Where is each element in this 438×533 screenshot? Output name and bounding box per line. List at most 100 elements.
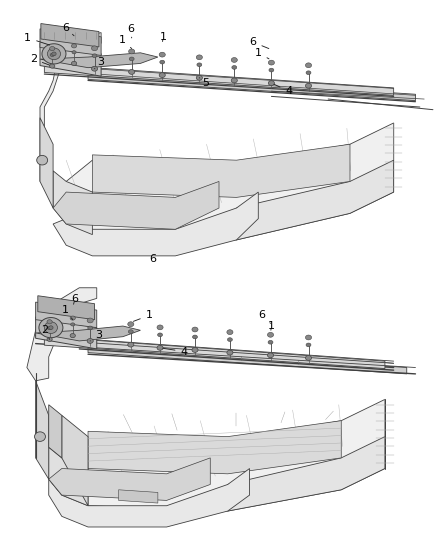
Text: 3: 3 xyxy=(90,329,102,341)
Polygon shape xyxy=(35,317,97,349)
Polygon shape xyxy=(53,171,92,235)
Polygon shape xyxy=(49,447,88,506)
Text: 1: 1 xyxy=(134,310,152,321)
Ellipse shape xyxy=(305,356,311,360)
Text: 1: 1 xyxy=(62,305,73,320)
Ellipse shape xyxy=(129,49,135,54)
Polygon shape xyxy=(35,302,97,328)
Ellipse shape xyxy=(47,48,60,60)
Ellipse shape xyxy=(92,46,98,51)
Ellipse shape xyxy=(305,83,311,88)
Ellipse shape xyxy=(160,60,165,64)
Ellipse shape xyxy=(305,63,311,68)
Ellipse shape xyxy=(159,52,165,57)
Polygon shape xyxy=(49,405,62,458)
Polygon shape xyxy=(41,23,99,47)
Text: 4: 4 xyxy=(274,84,293,96)
Polygon shape xyxy=(49,458,210,500)
Ellipse shape xyxy=(49,46,55,51)
Ellipse shape xyxy=(44,322,57,334)
Ellipse shape xyxy=(231,58,237,62)
Ellipse shape xyxy=(197,63,202,67)
Text: 6: 6 xyxy=(71,294,78,304)
Ellipse shape xyxy=(269,68,274,72)
Ellipse shape xyxy=(128,322,134,327)
Ellipse shape xyxy=(268,341,273,344)
Polygon shape xyxy=(62,415,88,506)
Ellipse shape xyxy=(50,53,54,56)
Text: 6: 6 xyxy=(149,254,156,263)
Text: 4: 4 xyxy=(163,346,187,357)
Ellipse shape xyxy=(128,342,134,347)
Ellipse shape xyxy=(42,44,66,64)
Ellipse shape xyxy=(39,318,63,338)
Text: 6: 6 xyxy=(63,23,74,36)
Polygon shape xyxy=(40,43,101,76)
Polygon shape xyxy=(35,381,49,479)
Ellipse shape xyxy=(129,57,134,61)
Text: 5: 5 xyxy=(199,78,209,87)
Ellipse shape xyxy=(47,337,52,342)
Polygon shape xyxy=(228,437,385,511)
Ellipse shape xyxy=(268,60,275,65)
Polygon shape xyxy=(119,490,158,503)
Ellipse shape xyxy=(158,333,162,337)
Text: 6: 6 xyxy=(258,310,271,324)
Ellipse shape xyxy=(70,316,75,320)
Ellipse shape xyxy=(49,64,55,68)
Ellipse shape xyxy=(49,326,53,329)
Text: 1: 1 xyxy=(119,35,132,49)
Ellipse shape xyxy=(227,330,233,335)
Ellipse shape xyxy=(159,72,165,77)
Ellipse shape xyxy=(227,350,233,355)
Ellipse shape xyxy=(35,432,46,441)
Ellipse shape xyxy=(88,326,93,330)
Polygon shape xyxy=(237,160,394,240)
Polygon shape xyxy=(62,399,385,511)
Polygon shape xyxy=(40,53,158,68)
Text: 1: 1 xyxy=(255,48,269,59)
Text: 3: 3 xyxy=(95,58,105,69)
Ellipse shape xyxy=(192,348,198,352)
Ellipse shape xyxy=(70,334,75,338)
Polygon shape xyxy=(49,469,250,527)
Polygon shape xyxy=(44,337,385,368)
Text: 2: 2 xyxy=(41,325,49,340)
Ellipse shape xyxy=(268,80,275,85)
Ellipse shape xyxy=(92,54,97,58)
Text: 6: 6 xyxy=(127,25,134,38)
Polygon shape xyxy=(40,33,101,181)
Ellipse shape xyxy=(87,318,93,323)
Polygon shape xyxy=(35,326,141,341)
Polygon shape xyxy=(88,421,341,474)
Ellipse shape xyxy=(71,323,75,326)
Ellipse shape xyxy=(72,51,76,54)
Ellipse shape xyxy=(129,69,135,74)
Ellipse shape xyxy=(192,327,198,332)
Polygon shape xyxy=(66,123,394,240)
Ellipse shape xyxy=(193,335,198,339)
Ellipse shape xyxy=(71,61,77,66)
Ellipse shape xyxy=(52,52,56,56)
Ellipse shape xyxy=(268,333,274,337)
Polygon shape xyxy=(88,346,407,374)
Ellipse shape xyxy=(47,320,52,324)
Ellipse shape xyxy=(231,78,237,83)
Text: 2: 2 xyxy=(30,54,49,65)
Ellipse shape xyxy=(92,66,98,71)
Polygon shape xyxy=(44,64,394,95)
Ellipse shape xyxy=(306,71,311,75)
Text: 1: 1 xyxy=(268,321,275,331)
Text: 1: 1 xyxy=(24,33,49,45)
Ellipse shape xyxy=(128,330,133,334)
Polygon shape xyxy=(40,29,101,55)
Ellipse shape xyxy=(268,353,274,358)
Polygon shape xyxy=(27,288,97,381)
Ellipse shape xyxy=(227,338,233,342)
Text: 6: 6 xyxy=(250,37,269,49)
Ellipse shape xyxy=(305,335,311,340)
Polygon shape xyxy=(40,118,53,208)
Ellipse shape xyxy=(87,338,93,343)
Polygon shape xyxy=(53,192,258,256)
Ellipse shape xyxy=(232,66,237,69)
